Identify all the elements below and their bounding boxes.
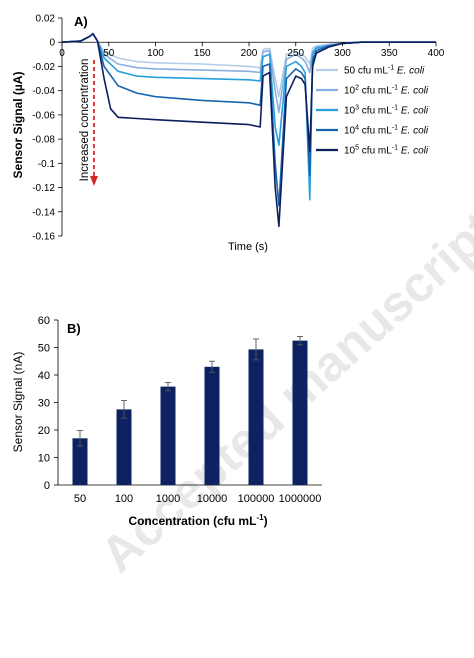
x-tick-label: 200 [241, 48, 258, 59]
line-chart: A) 0.02 0 -0.02 -0.04 -0.06 -0.08 -0.1 -0.12 -0.… [11, 14, 445, 254]
bar-100 [116, 409, 132, 485]
x-axis-label-b: Concentration (cfu mL-1) [128, 513, 267, 528]
bar-chart: B) 0 10 20 30 40 50 60 50 100 1000 10000 100000 1000… [11, 315, 322, 528]
legend-unit-exp: -1 [388, 65, 394, 72]
y-tick-label: -0.08 [32, 135, 55, 146]
x-tick-label: 50 [74, 493, 86, 505]
y-tick-label: -0.1 [38, 159, 56, 170]
x-tick-label: 1000000 [279, 493, 322, 505]
x-tick-label: 10000 [197, 493, 228, 505]
y-tick-label: 40 [38, 370, 50, 382]
legend-unit: cfu mL [359, 106, 392, 117]
legend-entry: 104 cfu mL-1 E. coli [344, 125, 429, 137]
legend-species: E. coli [398, 106, 429, 117]
legend-entry: 103 cfu mL-1 E. coli [344, 105, 429, 117]
error-bar [77, 430, 83, 447]
legend-unit-exp: -1 [392, 125, 398, 132]
series-line-3 [61, 32, 436, 201]
legend-unit-exp: -1 [392, 105, 398, 112]
y-tick-label: -0.12 [32, 183, 55, 194]
legend-entry: 102 cfu mL-1 E. coli [344, 85, 429, 97]
legend-unit: cfu mL [355, 66, 388, 77]
legend-unit: cfu mL [359, 86, 392, 97]
error-bar [297, 336, 303, 346]
legend-num: 10 [344, 106, 356, 117]
x-tick-label: 400 [428, 48, 445, 59]
legend-exp: 3 [355, 105, 359, 112]
legend-entry: 105 cfu mL-1 E. coli [344, 145, 429, 157]
y-tick-label: 0 [44, 480, 50, 492]
bar-50 [72, 438, 88, 486]
x-axis-label-b-text: Concentration (cfu mL [128, 514, 256, 528]
series-line-5 [61, 32, 436, 228]
y-tick-label: -0.06 [32, 110, 55, 121]
y-tick-label: 0 [49, 38, 55, 49]
legend-species: E. coli [398, 126, 429, 137]
series-line-4 [61, 32, 436, 207]
legend-species: E. coli [398, 146, 429, 157]
y-tick-label: 60 [38, 315, 50, 327]
x-axis-label-b-sup: -1 [256, 513, 264, 522]
y-tick-label: -0.14 [32, 207, 55, 218]
legend-species: E. coli [398, 86, 429, 97]
y-tick-label: 20 [38, 425, 50, 437]
x-axis-label-b-end: ) [264, 514, 268, 528]
y-tick-label: -0.04 [32, 86, 55, 97]
panel-a-label: A) [74, 14, 88, 29]
x-tick-label: 250 [287, 48, 304, 59]
legend-num: 10 [344, 126, 356, 137]
y-tick-label: 0.02 [36, 14, 56, 25]
legend-num: 10 [344, 86, 356, 97]
annotation-text: Increased concentration [79, 59, 91, 182]
legend-unit-exp: -1 [392, 145, 398, 152]
bar-10000 [204, 366, 220, 486]
y-tick-label: -0.02 [32, 62, 55, 73]
arrow-head [90, 176, 98, 186]
x-axis-label-a: Time (s) [228, 241, 268, 253]
legend-species: E. coli [394, 66, 425, 77]
x-tick-label: 0 [59, 48, 65, 59]
y-tick-label: 10 [38, 453, 50, 465]
error-bar [253, 338, 259, 361]
bar-1000000 [292, 340, 308, 485]
error-bar [209, 360, 215, 373]
y-tick-label: 50 [38, 343, 50, 355]
x-tick-label: 100 [115, 493, 133, 505]
x-tick-label: 1000 [156, 493, 180, 505]
error-bar [121, 400, 127, 419]
legend-unit: cfu mL [359, 146, 392, 157]
x-tick-label: 300 [334, 48, 351, 59]
legend-exp: 2 [355, 85, 359, 92]
y-tick-label: 30 [38, 398, 50, 410]
legend-exp: 4 [355, 125, 359, 132]
legend-num: 10 [344, 146, 356, 157]
panel-b-label: B) [67, 321, 81, 336]
error-bar [165, 381, 171, 392]
y-axis-label-b: Sensor Signal (nA) [11, 352, 25, 453]
legend-entry: 50 cfu mL-1 E. coli [344, 65, 425, 77]
bar-100000 [248, 349, 264, 485]
legend-unit: cfu mL [359, 126, 392, 137]
y-axis-label-a: Sensor Signal (µA) [11, 72, 25, 179]
y-tick-label: -0.16 [32, 232, 55, 243]
x-tick-label: 50 [103, 48, 115, 59]
x-tick-label: 100000 [238, 493, 275, 505]
legend-num: 50 [344, 66, 356, 77]
x-tick-label: 350 [381, 48, 398, 59]
bar-1000 [160, 386, 176, 485]
x-tick-label: 150 [194, 48, 211, 59]
x-tick-label: 100 [147, 48, 164, 59]
legend-exp: 5 [355, 145, 359, 152]
legend-unit-exp: -1 [392, 85, 398, 92]
